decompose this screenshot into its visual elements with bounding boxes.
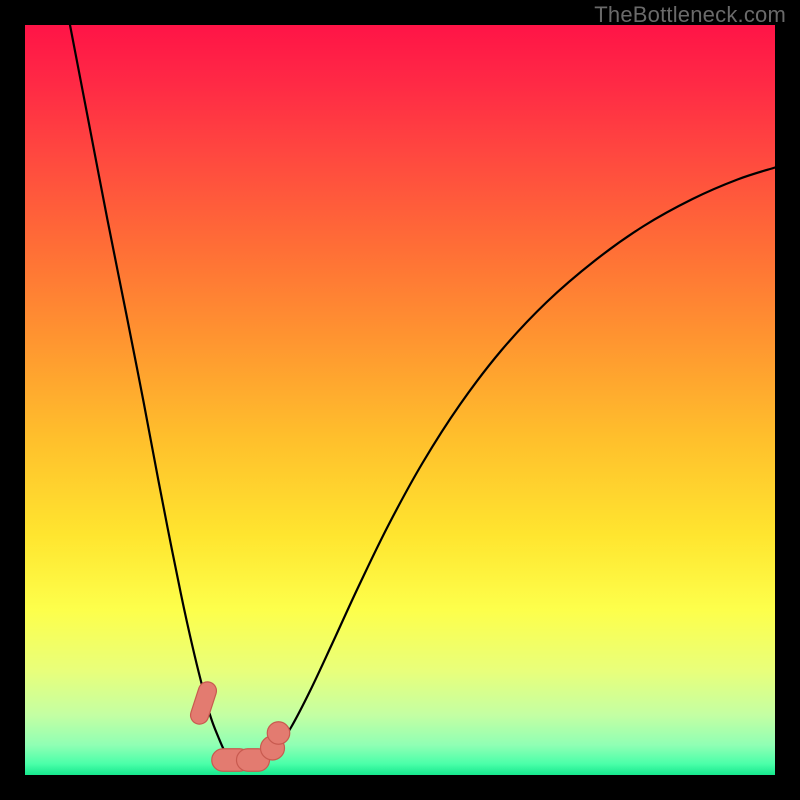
plot-area (25, 25, 775, 775)
chart-frame: TheBottleneck.com (0, 0, 800, 800)
watermark-text: TheBottleneck.com (594, 2, 786, 28)
plot-svg (25, 25, 775, 775)
gradient-background (25, 25, 775, 775)
marker-4 (267, 722, 290, 745)
